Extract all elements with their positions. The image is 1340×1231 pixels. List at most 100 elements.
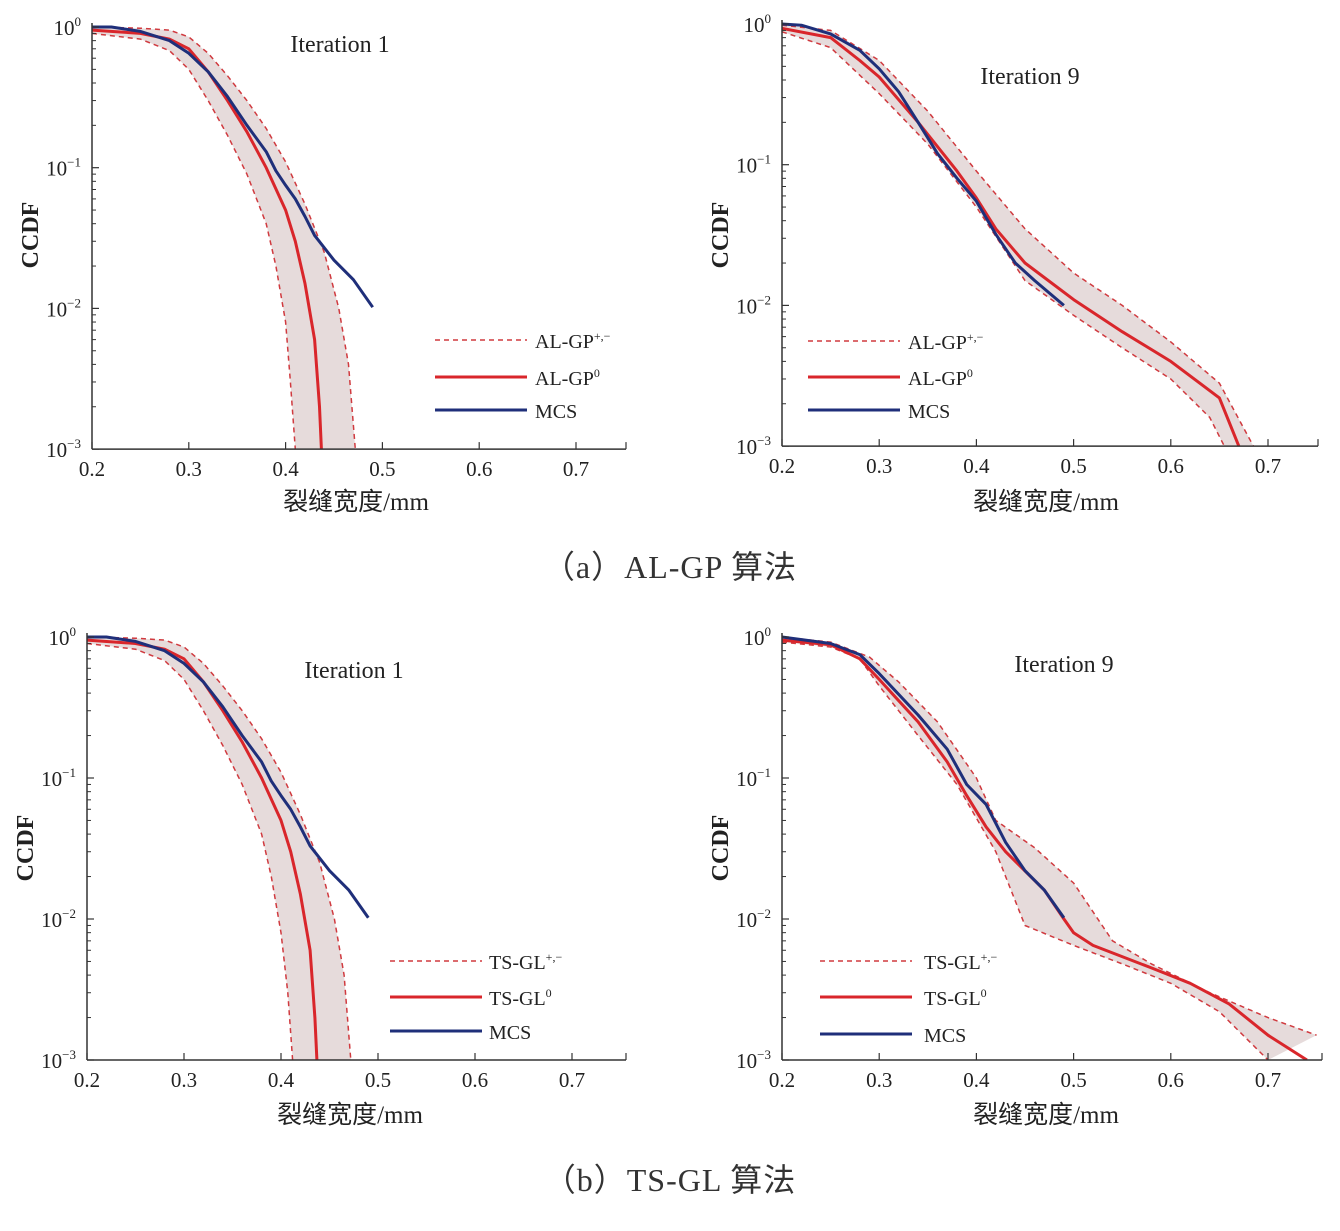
x-tick-label: 0.2 [769, 1068, 795, 1092]
legend-label: MCS [535, 401, 577, 423]
legend-label-sup: 0 [967, 366, 973, 380]
subplot-3: 0.2 0.3 0.4 0.5 0.6 0.7 100 10−1 10−2 10−3 Iterati… [13, 624, 627, 1129]
mean-line [92, 28, 323, 450]
x-tick-label: 0.4 [272, 457, 299, 481]
subplot-1: 0.2 0.3 0.4 0.5 0.6 0.7 100 10−1 10−2 10−3 Iterati… [18, 14, 627, 516]
legend-label: AL-GP+,− [908, 330, 984, 354]
caption-a: （a）AL-GP 算法 [542, 549, 798, 585]
x-tick-label: 0.2 [769, 454, 795, 478]
y-tick-label: 10−3 [736, 1047, 771, 1073]
y-tick-label: 10−1 [736, 152, 771, 178]
x-tick-label: 0.5 [1060, 454, 1086, 478]
y-tick-label: 10−2 [46, 295, 81, 321]
subplot-title: Iteration 9 [980, 64, 1079, 90]
y-tick-exponent: 0 [765, 624, 772, 639]
y-tick-label: 10−3 [736, 433, 771, 459]
x-tick-label: 0.3 [171, 1068, 197, 1092]
x-tick-label: 0.3 [866, 1068, 892, 1092]
legend-label: TS-GL+,− [489, 950, 562, 974]
legend-label-sup: +,− [594, 329, 611, 343]
legend-label: MCS [489, 1022, 531, 1044]
mcs-line [87, 635, 370, 919]
y-axis-label: CCDF [18, 202, 44, 269]
y-tick-exponent: 0 [75, 14, 82, 29]
mcs-line [782, 635, 1066, 919]
legend-label-sup: +,− [981, 950, 998, 964]
y-axis-label: CCDF [13, 815, 39, 882]
mcs-line [782, 22, 1065, 307]
x-tick-label: 0.4 [963, 454, 990, 478]
x-tick-label: 0.2 [79, 457, 105, 481]
lower-bound-line [782, 31, 1225, 447]
y-axis-label: CCDF [708, 815, 734, 882]
y-tick-exponent: −1 [67, 155, 81, 170]
lower-bound-line [87, 642, 294, 1060]
x-axis-label: 裂缝宽度/mm [283, 488, 429, 516]
legend-label-sup: +,− [967, 330, 984, 344]
caption-b: （b）TS-GL 算法 [543, 1162, 797, 1198]
y-tick-exponent: −1 [62, 765, 76, 780]
legend-label: TS-GL0 [924, 986, 987, 1010]
legend-label-sup: +,− [546, 950, 563, 964]
legend-label: AL-GP+,− [535, 329, 611, 353]
uncertainty-band [782, 637, 1317, 1060]
y-tick-label: 100 [54, 14, 82, 40]
y-tick-exponent: 0 [765, 11, 772, 26]
y-tick-label: 100 [744, 11, 772, 37]
mean-line [87, 638, 319, 1060]
x-axis-label: 裂缝宽度/mm [277, 1101, 423, 1129]
mcs-line [92, 25, 374, 309]
x-tick-label: 0.6 [1158, 454, 1184, 478]
legend-label: TS-GL0 [489, 986, 552, 1010]
x-tick-label: 0.7 [559, 1068, 585, 1092]
y-tick-label: 10−1 [41, 765, 76, 791]
y-tick-exponent: −2 [67, 295, 81, 310]
y-tick-exponent: −2 [62, 906, 76, 921]
y-tick-exponent: 0 [70, 624, 77, 639]
upper-bound-line [92, 26, 357, 450]
x-tick-label: 0.7 [563, 457, 589, 481]
subplot-title: Iteration 9 [1014, 652, 1113, 678]
x-tick-label: 0.2 [74, 1068, 100, 1092]
x-tick-label: 0.6 [462, 1068, 488, 1092]
legend-label: MCS [924, 1025, 966, 1047]
legend-label: MCS [908, 401, 950, 423]
y-axis-label: CCDF [708, 202, 734, 269]
subplot-title: Iteration 1 [290, 32, 389, 58]
x-tick-label: 0.4 [268, 1068, 295, 1092]
x-axis-label: 裂缝宽度/mm [973, 488, 1119, 516]
x-tick-label: 0.7 [1255, 454, 1281, 478]
y-tick-label: 10−3 [41, 1047, 76, 1073]
y-tick-exponent: −3 [62, 1047, 76, 1062]
x-tick-label: 0.6 [1158, 1068, 1184, 1092]
y-tick-label: 10−2 [736, 906, 771, 932]
lower-bound-line [92, 32, 297, 450]
y-tick-exponent: −3 [67, 436, 81, 451]
subplot-4: 0.2 0.3 0.4 0.5 0.6 0.7 100 10−1 10−2 10−3 Iterati… [708, 624, 1323, 1129]
x-tick-label: 0.5 [369, 457, 395, 481]
y-tick-exponent: −3 [757, 1047, 771, 1062]
y-tick-label: 100 [744, 624, 772, 650]
x-tick-label: 0.6 [466, 457, 492, 481]
y-tick-label: 10−2 [736, 292, 771, 318]
x-tick-label: 0.7 [1255, 1068, 1281, 1092]
x-tick-label: 0.4 [963, 1068, 990, 1092]
legend-label: TS-GL+,− [924, 950, 997, 974]
y-tick-label: 100 [49, 624, 77, 650]
y-tick-exponent: −1 [757, 765, 771, 780]
lower-bound-line [782, 641, 1269, 1060]
y-tick-label: 10−3 [46, 436, 81, 462]
upper-bound-line [782, 24, 1255, 447]
legend-label-sup: 0 [594, 366, 600, 380]
y-tick-exponent: −2 [757, 292, 771, 307]
legend-label: AL-GP0 [908, 366, 973, 390]
subplot-title: Iteration 1 [304, 658, 403, 684]
subplot-2: 0.2 0.3 0.4 0.5 0.6 0.7 100 10−1 10−2 10−3 Iterati… [708, 11, 1319, 516]
y-tick-label: 10−2 [41, 906, 76, 932]
legend-label-sup: 0 [546, 986, 552, 1000]
y-tick-label: 10−1 [736, 765, 771, 791]
y-tick-exponent: −2 [757, 906, 771, 921]
uncertainty-band [87, 637, 351, 1060]
x-tick-label: 0.5 [365, 1068, 391, 1092]
